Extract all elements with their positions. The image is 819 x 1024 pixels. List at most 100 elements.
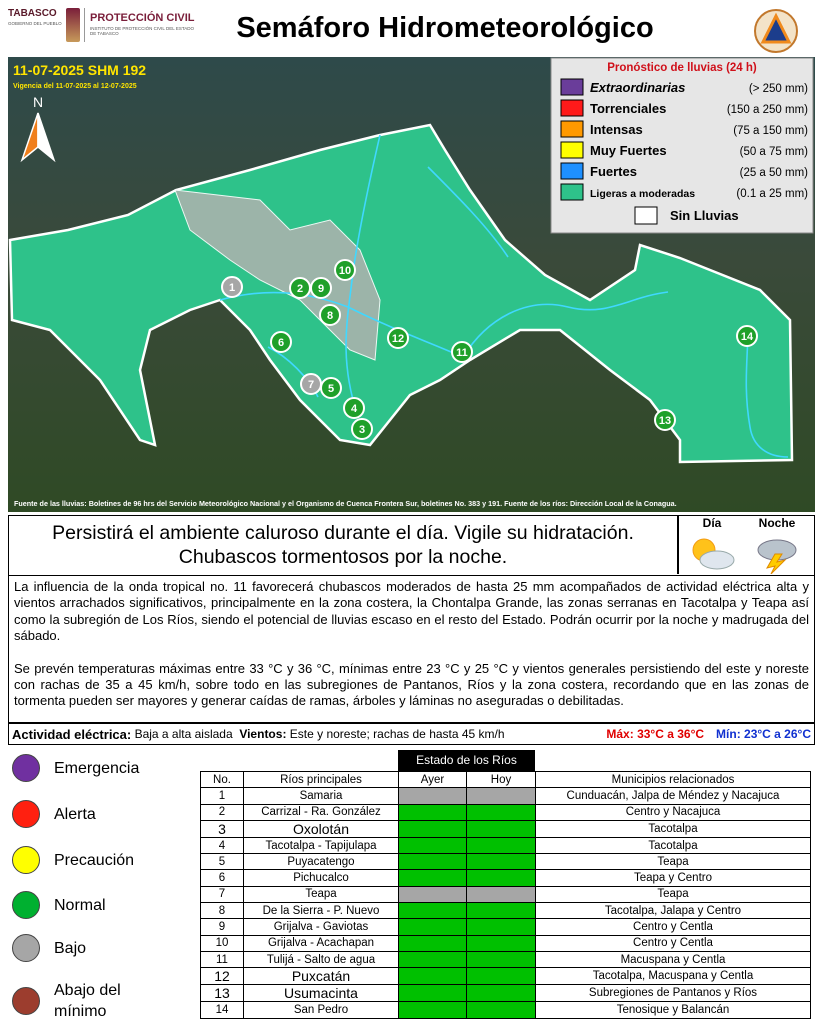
- marker-label: 12: [392, 333, 404, 345]
- river-number: 8: [200, 902, 244, 920]
- legend-range: (0.1 a 25 mm): [736, 188, 808, 200]
- river-line: [427, 166, 509, 258]
- river-name: Samaria: [243, 787, 399, 805]
- bulletin: 11-07-2025 SHM 192: [13, 62, 146, 78]
- summary-label: Vientos:: [239, 727, 287, 741]
- summary-value: Baja a alta aislada: [134, 727, 233, 741]
- river-marker: [221, 276, 243, 298]
- river-marker: [654, 409, 676, 431]
- state-logo: TABASCO GOBIERNO DEL PUEBLO: [8, 8, 68, 44]
- status-item: Alerta: [12, 800, 192, 828]
- table-row: 4 Tacotalpa - Tapijulapa Tacotalpa: [200, 836, 811, 855]
- no-rain-label: Sin Lluvias: [670, 208, 739, 223]
- river-number: 6: [200, 869, 244, 887]
- status-name: Bajo: [54, 939, 87, 957]
- status-today: [466, 853, 536, 871]
- river-line: [745, 326, 789, 458]
- status-yesterday: [398, 918, 467, 936]
- legend-name: Fuertes: [590, 164, 637, 179]
- river-number: 10: [200, 934, 244, 952]
- logo-subtext: GOBIERNO DEL PUEBLO: [8, 21, 62, 26]
- status-name: Normal: [54, 896, 106, 914]
- marker-label: 10: [339, 265, 351, 277]
- table-row: 10 Grijalva - Acachapan Centro y Centla: [200, 934, 811, 952]
- page-title: Semáforo Hidrometeorológico: [236, 12, 654, 44]
- status-yesterday: [398, 819, 467, 838]
- column-header: Ríos principales: [243, 770, 399, 789]
- status-dot: [12, 934, 40, 962]
- rivers-title: Estado de los Ríos: [398, 750, 535, 771]
- river-name: Tulijá - Salto de agua: [243, 950, 399, 969]
- river-name: Puyacatengo: [243, 853, 399, 871]
- legend-swatch: [560, 141, 584, 159]
- status-dot: [12, 800, 40, 828]
- status-yesterday: [398, 902, 467, 920]
- river-number: 5: [200, 853, 244, 871]
- river-marker: [300, 373, 322, 395]
- table-row: 9 Grijalva - Gaviotas Centro y Centla: [200, 918, 811, 936]
- north-arrow: [37, 112, 56, 163]
- status-yesterday: [398, 787, 467, 805]
- status-today: [466, 1001, 536, 1019]
- marker-label: 7: [308, 379, 314, 391]
- status-dot: [12, 891, 40, 919]
- status-item: Normal: [12, 891, 192, 919]
- status-today: [466, 934, 536, 952]
- status-yesterday: [398, 885, 467, 904]
- legend-swatch: [560, 162, 584, 180]
- municipalities: Tacotalpa, Jalapa y Centro: [535, 902, 811, 920]
- river-number: 7: [200, 885, 244, 904]
- status-yesterday: [398, 950, 467, 969]
- table-row: 3 Oxolotán Tacotalpa: [200, 819, 811, 838]
- municipalities: Tenosique y Balancán: [535, 1001, 811, 1019]
- marker-label: 4: [351, 403, 358, 415]
- river-marker: [351, 418, 373, 440]
- marker-label: 6: [278, 337, 284, 349]
- status-today: [466, 787, 536, 805]
- table-body: 1 Samaria Cunduacán, Jalpa de Méndez y Nac…: [200, 787, 811, 1019]
- status-yesterday: [398, 984, 467, 1003]
- status-dot: [12, 846, 40, 874]
- legend-range: (75 a 150 mm): [733, 125, 808, 137]
- legend-box: [550, 57, 814, 234]
- municipalities: Macuspana y Centla: [535, 950, 811, 969]
- status-yesterday: [398, 1001, 467, 1019]
- status-dot: [12, 987, 40, 1015]
- legend-swatch: [560, 99, 584, 117]
- status-name: Precaución: [54, 851, 135, 869]
- status-today: [466, 803, 536, 821]
- min-temp: Mín: 23°C a 26°C: [716, 727, 811, 741]
- river-name: De la Sierra - P. Nuevo: [243, 902, 399, 920]
- status-dot: [12, 754, 40, 782]
- river-name: Oxolotán: [243, 819, 399, 838]
- river-number: 4: [200, 836, 244, 855]
- table-row: 12 Puxcatán Tacotalpa, Macuspana y Centla: [200, 967, 811, 986]
- column-header: Ayer: [398, 770, 467, 789]
- status-today: [466, 950, 536, 969]
- legend-swatch: [560, 78, 584, 96]
- river-name: Carrizal - Ra. González: [243, 803, 399, 821]
- status-name: Alerta: [54, 805, 96, 823]
- source-note: Fuente de las lluvias: Boletines de 96 h…: [14, 499, 677, 508]
- river-marker: [310, 277, 332, 299]
- agency-subtext: INSTITUTO DE PROTECCIÓN CIVIL DEL ESTADO…: [90, 26, 195, 37]
- night-label: Noche: [758, 516, 796, 530]
- legend-range: (25 a 50 mm): [740, 167, 809, 179]
- river-line: [462, 291, 669, 358]
- summary-label: Actividad eléctrica:: [12, 726, 132, 742]
- river-name: Grijalva - Gaviotas: [243, 918, 399, 936]
- status-today: [466, 967, 536, 986]
- lightning-icon: [765, 553, 787, 574]
- legend-name: Torrenciales: [590, 101, 666, 116]
- municipalities: Centro y Centla: [535, 934, 811, 952]
- river-name: Tacotalpa - Tapijulapa: [243, 836, 399, 855]
- marker-label: 8: [327, 310, 333, 322]
- validity: Vigencia del 11-07-2025 al 12-07-2025: [13, 83, 137, 90]
- legend-range: (150 a 250 mm): [727, 104, 808, 116]
- marker-label: 5: [328, 383, 334, 395]
- status-name: Abajo del mínimo: [54, 982, 121, 1020]
- column-header: Hoy: [466, 770, 536, 789]
- river-number: 9: [200, 918, 244, 936]
